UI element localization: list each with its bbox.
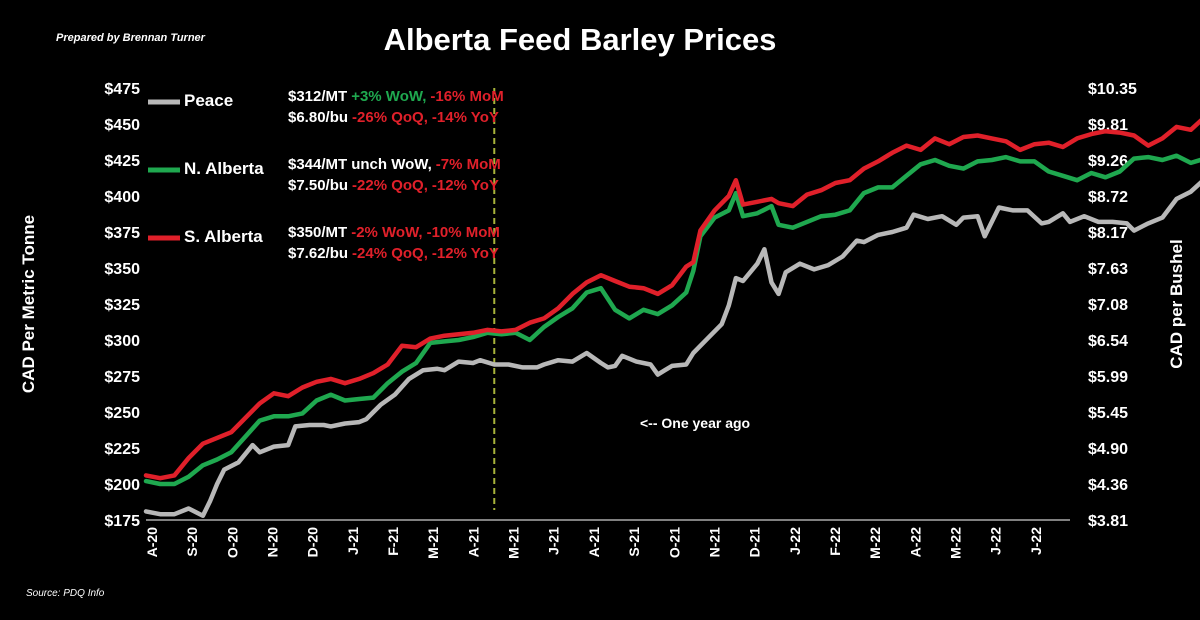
legend-label: Peace: [184, 91, 234, 110]
price-annotation: $7.62/bu -24% QoQ, -12% YoY: [288, 245, 503, 262]
y-tick-label: $350: [104, 261, 140, 278]
x-tick-label: N-20: [265, 527, 281, 558]
price-change: -22% QoQ,: [352, 177, 428, 194]
y2-tick-label: $4.36: [1088, 477, 1128, 494]
price-annotation: $7.50/bu -22% QoQ, -12% YoY: [288, 177, 503, 194]
price-change: -26% QoQ,: [352, 109, 428, 126]
y2-tick-label: $5.45: [1088, 405, 1128, 422]
y2-tick-label: $7.08: [1088, 297, 1128, 314]
x-tick-label: S-20: [184, 527, 200, 557]
x-tick-label: F-22: [827, 527, 843, 556]
price-change: -24% QoQ,: [352, 245, 428, 262]
price-change: +3% WoW,: [351, 88, 427, 105]
x-tick-label: A-21: [465, 527, 481, 558]
y2-axis-title: CAD per Bushel: [1167, 239, 1186, 368]
legend-label: N. Alberta: [184, 159, 264, 178]
y2-tick-label: $4.90: [1088, 441, 1128, 458]
x-tick-label: J-21: [546, 527, 562, 555]
price-value: $7.50/bu: [288, 177, 349, 194]
x-tick-label: D-20: [305, 527, 321, 558]
y-tick-label: $450: [104, 117, 140, 134]
price-change: -14% YoY: [431, 109, 499, 126]
x-tick-label: O-21: [666, 527, 682, 558]
x-tick-label: M-21: [425, 527, 441, 559]
price-change: -16% MoM: [430, 88, 504, 105]
price-change: -12% YoY: [431, 177, 499, 194]
chart-title: Alberta Feed Barley Prices: [383, 22, 777, 57]
x-tick-label: A-20: [144, 527, 160, 558]
y2-tick-label: $8.72: [1088, 189, 1128, 206]
x-tick-label: D-21: [747, 527, 763, 558]
y-tick-label: $250: [104, 405, 140, 422]
chart-source: Source: PDQ Info: [26, 588, 105, 599]
price-value: $312/MT: [288, 88, 348, 105]
chart-credit: Prepared by Brennan Turner: [56, 32, 205, 44]
y2-tick-label: $8.17: [1088, 225, 1128, 242]
legend-label: S. Alberta: [184, 227, 263, 246]
x-tick-label: A-22: [907, 527, 923, 558]
y2-tick-label: $5.99: [1088, 369, 1128, 386]
y-tick-label: $375: [104, 225, 140, 242]
x-tick-label: J-22: [787, 527, 803, 555]
x-tick-label: N-21: [706, 527, 722, 558]
price-change: -7% MoM: [435, 156, 501, 173]
y2-tick-label: $6.54: [1088, 333, 1128, 350]
y-tick-label: $175: [104, 513, 140, 530]
x-tick-label: O-20: [224, 527, 240, 558]
price-change: -10% MoM: [426, 224, 500, 241]
price-change: unch WoW,: [351, 156, 432, 173]
series-line-s-alberta: [143, 118, 1200, 481]
price-annotation: $350/MT -2% WoW, -10% MoM: [288, 224, 504, 241]
y2-tick-label: $9.81: [1088, 117, 1128, 134]
y-tick-label: $200: [104, 477, 140, 494]
price-annotation: $6.80/bu -26% QoQ, -14% YoY: [288, 109, 503, 126]
series-layer: [143, 118, 1200, 518]
price-annotation: $312/MT +3% WoW, -16% MoM: [288, 88, 508, 105]
x-tick-label: J-22: [988, 527, 1004, 555]
price-value: $350/MT: [288, 224, 348, 241]
series-line-peace: [143, 180, 1200, 518]
series-line-n-alberta: [143, 153, 1200, 487]
price-change: -12% YoY: [431, 245, 499, 262]
x-tick-label: F-21: [385, 527, 401, 556]
y-tick-label: $475: [104, 81, 140, 98]
y2-tick-label: $7.63: [1088, 261, 1128, 278]
y2-tick-label: $3.81: [1088, 513, 1128, 530]
chart-axes: $175 $200 $225 $250 $275 $300 $325 $350 $375 $400…: [19, 81, 1186, 559]
y2-tick-label: $9.26: [1088, 153, 1128, 170]
price-value: $6.80/bu: [288, 109, 349, 126]
x-tick-label: J-22: [1028, 527, 1044, 555]
price-change: -2% WoW,: [351, 224, 423, 241]
x-tick-label: J-21: [345, 527, 361, 555]
y-tick-label: $325: [104, 297, 140, 314]
y2-tick-label: $10.35: [1088, 81, 1137, 98]
x-tick-label: M-22: [947, 527, 963, 559]
y-tick-label: $400: [104, 189, 140, 206]
one-year-ago-label: <-- One year ago: [640, 415, 751, 431]
y-tick-label: $275: [104, 369, 140, 386]
x-tick-label: A-21: [586, 527, 602, 558]
price-value: $7.62/bu: [288, 245, 349, 262]
x-tick-label: S-21: [626, 527, 642, 557]
y-tick-label: $425: [104, 153, 140, 170]
price-value: $344/MT: [288, 156, 348, 173]
y-tick-label: $300: [104, 333, 140, 350]
x-tick-label: M-21: [506, 527, 522, 559]
y-tick-label: $225: [104, 441, 140, 458]
x-tick-label: M-22: [867, 527, 883, 559]
price-annotation: $344/MT unch WoW, -7% MoM: [288, 156, 505, 173]
y-axis-title: CAD Per Metric Tonne: [19, 215, 38, 393]
